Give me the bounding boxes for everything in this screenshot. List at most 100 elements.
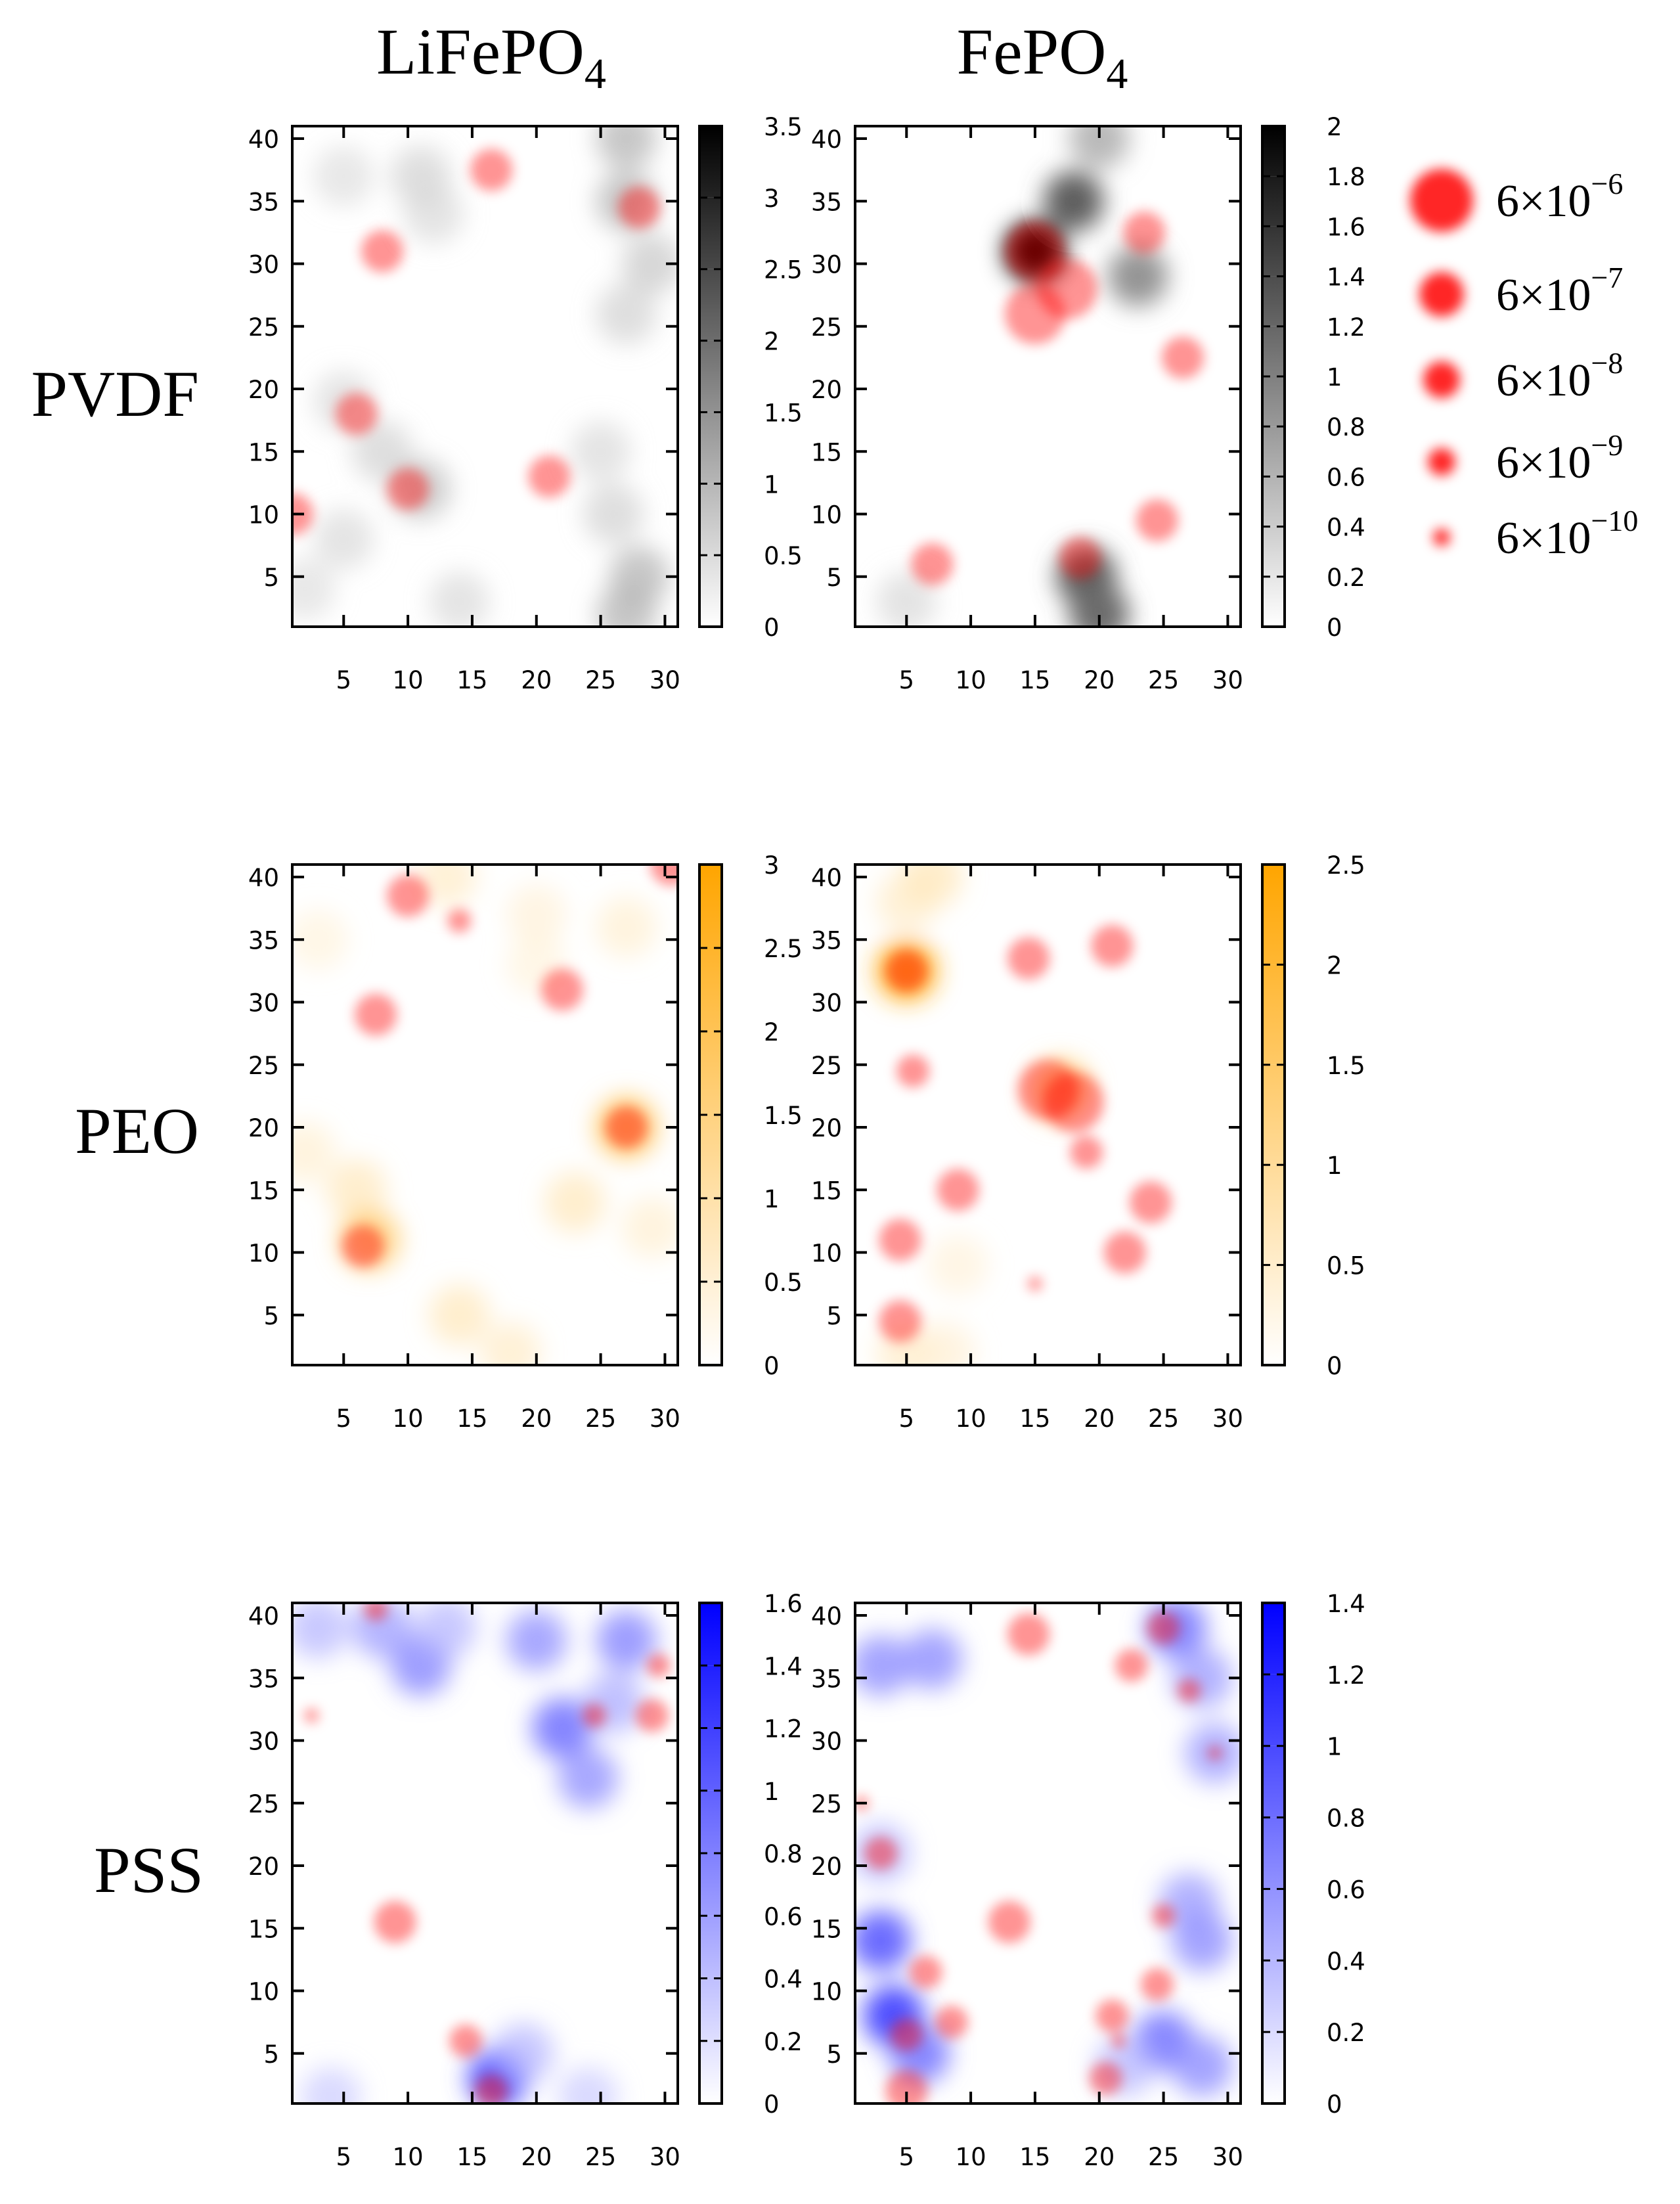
data-marker <box>342 1225 384 1268</box>
colorbar-tick-label: 0 <box>1327 614 1342 642</box>
heat-blob <box>429 1284 490 1345</box>
x-tick-label: 10 <box>393 1405 424 1433</box>
data-marker <box>1130 1181 1172 1224</box>
data-marker <box>1007 1613 1050 1655</box>
colorbar-tick-label: 1.6 <box>1327 213 1365 241</box>
heat-blob <box>902 1629 963 1690</box>
colorbar-tick-label: 2.5 <box>764 256 803 284</box>
y-tick-label: 30 <box>811 1728 842 1756</box>
data-marker <box>304 1708 319 1723</box>
plot-frame <box>291 1602 679 2105</box>
data-marker <box>896 1054 930 1088</box>
legend-marker <box>1428 448 1455 476</box>
y-tick-label: 5 <box>826 1302 842 1330</box>
legend-label: 6×10−8 <box>1496 346 1623 406</box>
colorbar-segment <box>699 1198 722 1282</box>
data-marker <box>646 1653 671 1678</box>
x-tick-label: 15 <box>1019 2143 1050 2171</box>
x-tick-label: 20 <box>1084 2143 1115 2171</box>
y-tick-label: 15 <box>811 438 842 466</box>
y-tick-label: 15 <box>811 1177 842 1205</box>
colorbar-tick-label: 0.8 <box>1327 1805 1365 1833</box>
y-tick-label: 20 <box>811 1853 842 1881</box>
y-tick-label: 25 <box>248 1790 279 1818</box>
legend-label: 6×10−10 <box>1496 504 1638 564</box>
colorbar-segment <box>1262 176 1285 227</box>
data-marker <box>1136 499 1178 542</box>
y-tick-label: 35 <box>248 188 279 216</box>
data-marker <box>911 543 954 585</box>
data-marker <box>635 1699 669 1732</box>
x-tick-label: 5 <box>336 2143 351 2171</box>
colorbar-segment <box>699 1853 722 1916</box>
plot-frame <box>291 863 679 1366</box>
y-tick-label: 30 <box>811 251 842 279</box>
y-tick-label: 15 <box>248 438 279 466</box>
plot-frame <box>854 125 1242 628</box>
colorbar-tick-label: 1.2 <box>764 1715 803 1743</box>
panel-peo-fepo4: 5 10 15 20 25 30 5 10 15 20 25 30 35 40 0 0.5 1 1.5 2 2.5 <box>811 851 1365 1433</box>
x-tick-label: 30 <box>650 666 680 694</box>
x-tick-label: 25 <box>1148 1405 1179 1433</box>
colorbar-tick-label: 0 <box>764 2090 780 2119</box>
y-tick-label: 25 <box>811 313 842 342</box>
data-marker <box>475 2074 508 2103</box>
colorbar-frame <box>1261 863 1286 1366</box>
x-tick-label: 15 <box>456 666 487 694</box>
colorbar-tick-label: 0 <box>764 614 780 642</box>
colorbar-segment <box>699 1790 722 1853</box>
x-tick-label: 20 <box>521 1405 552 1433</box>
heat-blob <box>326 1159 387 1221</box>
y-tick-label: 10 <box>248 1978 279 2006</box>
colorbar-segment <box>1262 1889 1285 1961</box>
heat-blob <box>1069 126 1130 169</box>
y-tick-label: 30 <box>248 1728 279 1756</box>
heat-blob <box>902 865 963 908</box>
heat-blob <box>927 1234 988 1295</box>
heat-blob <box>544 1172 606 1233</box>
heat-blob <box>292 558 336 619</box>
data-marker <box>988 1900 1030 1943</box>
data-marker <box>1123 211 1166 254</box>
y-tick-label: 40 <box>811 864 842 892</box>
y-tick-label: 25 <box>811 1790 842 1818</box>
colorbar-tick-label: 0.5 <box>764 542 803 570</box>
colorbar-tick-label: 0.4 <box>764 1966 803 1994</box>
colorbar-tick-label: 2.5 <box>1327 851 1365 880</box>
y-tick-label: 10 <box>811 1978 842 2006</box>
x-tick-label: 30 <box>1212 2143 1243 2171</box>
y-tick-label: 20 <box>811 1114 842 1142</box>
colorbar-segment <box>1262 276 1285 326</box>
colorbar-tick-label: 0.2 <box>1327 2019 1365 2047</box>
y-tick-label: 5 <box>263 564 279 592</box>
y-tick-label: 25 <box>811 1052 842 1080</box>
data-marker <box>449 2024 483 2058</box>
x-tick-label: 5 <box>898 666 914 694</box>
data-marker <box>885 2069 928 2103</box>
colorbar-frame <box>1261 1602 1286 2105</box>
colorbar-segment <box>1262 964 1285 1065</box>
colorbar-tick-label: 2 <box>764 328 780 356</box>
x-tick-label: 10 <box>956 1405 986 1433</box>
heat-blob <box>351 421 412 482</box>
colorbar-tick-label: 3 <box>764 851 780 880</box>
row-title-pss: PSS <box>94 1833 204 1906</box>
legend-label: 6×10−9 <box>1496 428 1623 488</box>
colorbar-segment <box>1262 865 1285 965</box>
colorbar-tick-label: 2 <box>1327 113 1342 141</box>
heat-blob <box>1069 583 1130 627</box>
x-tick-label: 15 <box>1019 666 1050 694</box>
colorbar-segment <box>1262 1817 1285 1889</box>
colorbar-tick-label: 1.5 <box>764 1102 803 1130</box>
colorbar-tick-label: 1.5 <box>1327 1052 1365 1080</box>
colorbar-tick-label: 3.5 <box>764 113 803 141</box>
y-tick-label: 30 <box>248 989 279 1018</box>
x-tick-label: 5 <box>898 2143 914 2171</box>
colorbar-segment <box>1262 476 1285 527</box>
plot-frame <box>854 863 1242 1366</box>
heat-blob <box>493 2023 554 2084</box>
colorbar-segment <box>699 1115 722 1198</box>
x-tick-label: 25 <box>1148 666 1179 694</box>
y-tick-label: 35 <box>811 926 842 955</box>
y-tick-label: 10 <box>248 501 279 529</box>
